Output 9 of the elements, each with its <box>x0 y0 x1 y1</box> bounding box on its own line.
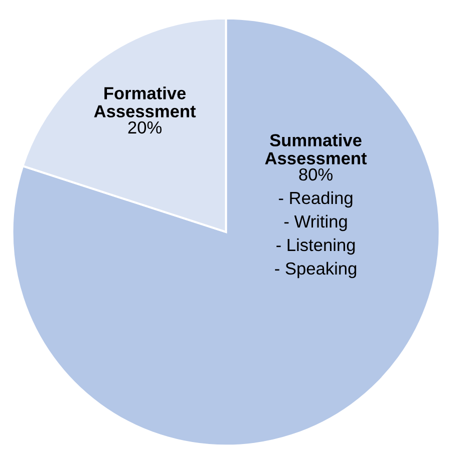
slice-label: Summative Assessment <box>265 134 367 164</box>
text: - Listening <box>276 238 355 255</box>
text: - Reading <box>278 191 352 208</box>
text: - Speaking <box>275 262 356 278</box>
text: - Writing <box>284 214 347 232</box>
pie-slice <box>11 17 441 447</box>
data-label: 20% <box>128 121 162 134</box>
data-label: 80% <box>299 168 333 181</box>
slice-label: Formative Assessment <box>94 86 196 118</box>
